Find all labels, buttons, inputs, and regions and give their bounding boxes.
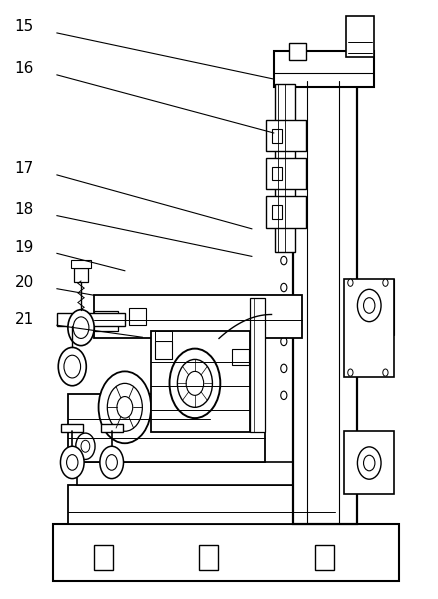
Bar <box>346 16 374 57</box>
Bar <box>199 545 218 570</box>
Bar <box>155 331 172 341</box>
Bar <box>344 431 394 494</box>
Bar <box>155 341 172 359</box>
Text: 17: 17 <box>14 161 34 177</box>
Circle shape <box>76 433 95 459</box>
Text: 16: 16 <box>14 61 34 77</box>
Bar <box>61 424 83 432</box>
Circle shape <box>348 369 353 376</box>
Circle shape <box>81 440 90 452</box>
Bar <box>57 313 125 326</box>
Bar <box>151 331 250 432</box>
Circle shape <box>364 455 375 471</box>
Bar <box>272 129 282 143</box>
Bar <box>272 167 282 180</box>
Circle shape <box>67 455 78 470</box>
Circle shape <box>186 371 204 395</box>
Bar <box>315 545 334 570</box>
Circle shape <box>281 391 287 400</box>
Circle shape <box>60 446 84 479</box>
Bar <box>94 545 113 570</box>
Bar <box>274 51 374 87</box>
Bar <box>344 279 394 377</box>
Circle shape <box>383 279 388 286</box>
Circle shape <box>357 447 381 479</box>
Circle shape <box>281 364 287 373</box>
Circle shape <box>383 369 388 376</box>
Bar <box>77 462 304 485</box>
Bar <box>293 81 357 524</box>
Bar <box>94 295 302 338</box>
Circle shape <box>281 256 287 265</box>
Text: 15: 15 <box>14 19 34 35</box>
Text: 18: 18 <box>14 202 34 217</box>
Circle shape <box>281 229 287 238</box>
Bar <box>232 349 249 365</box>
Circle shape <box>64 355 81 378</box>
Text: 20: 20 <box>14 275 34 291</box>
Circle shape <box>364 298 375 313</box>
Circle shape <box>348 279 353 286</box>
Circle shape <box>177 359 212 407</box>
Circle shape <box>357 289 381 322</box>
Circle shape <box>117 397 133 418</box>
Bar <box>71 260 91 268</box>
Circle shape <box>106 455 117 470</box>
Text: 19: 19 <box>14 240 34 255</box>
Circle shape <box>58 347 86 386</box>
Circle shape <box>281 310 287 319</box>
Bar <box>94 311 118 331</box>
Text: 21: 21 <box>14 311 34 327</box>
Circle shape <box>100 446 124 479</box>
Bar <box>266 158 306 189</box>
Bar <box>101 424 123 432</box>
Bar <box>275 84 295 252</box>
Circle shape <box>170 349 220 418</box>
Circle shape <box>73 317 89 338</box>
Bar <box>272 205 282 219</box>
Bar <box>68 485 335 524</box>
Circle shape <box>107 383 142 431</box>
Bar <box>129 308 146 325</box>
Bar <box>289 43 306 60</box>
Bar <box>68 394 265 462</box>
Circle shape <box>281 337 287 346</box>
Bar <box>266 120 306 151</box>
Bar <box>74 268 88 282</box>
Circle shape <box>99 371 151 443</box>
Bar <box>53 524 399 581</box>
Circle shape <box>68 310 94 346</box>
Bar <box>250 298 265 432</box>
Bar <box>266 196 306 228</box>
Circle shape <box>281 283 287 292</box>
